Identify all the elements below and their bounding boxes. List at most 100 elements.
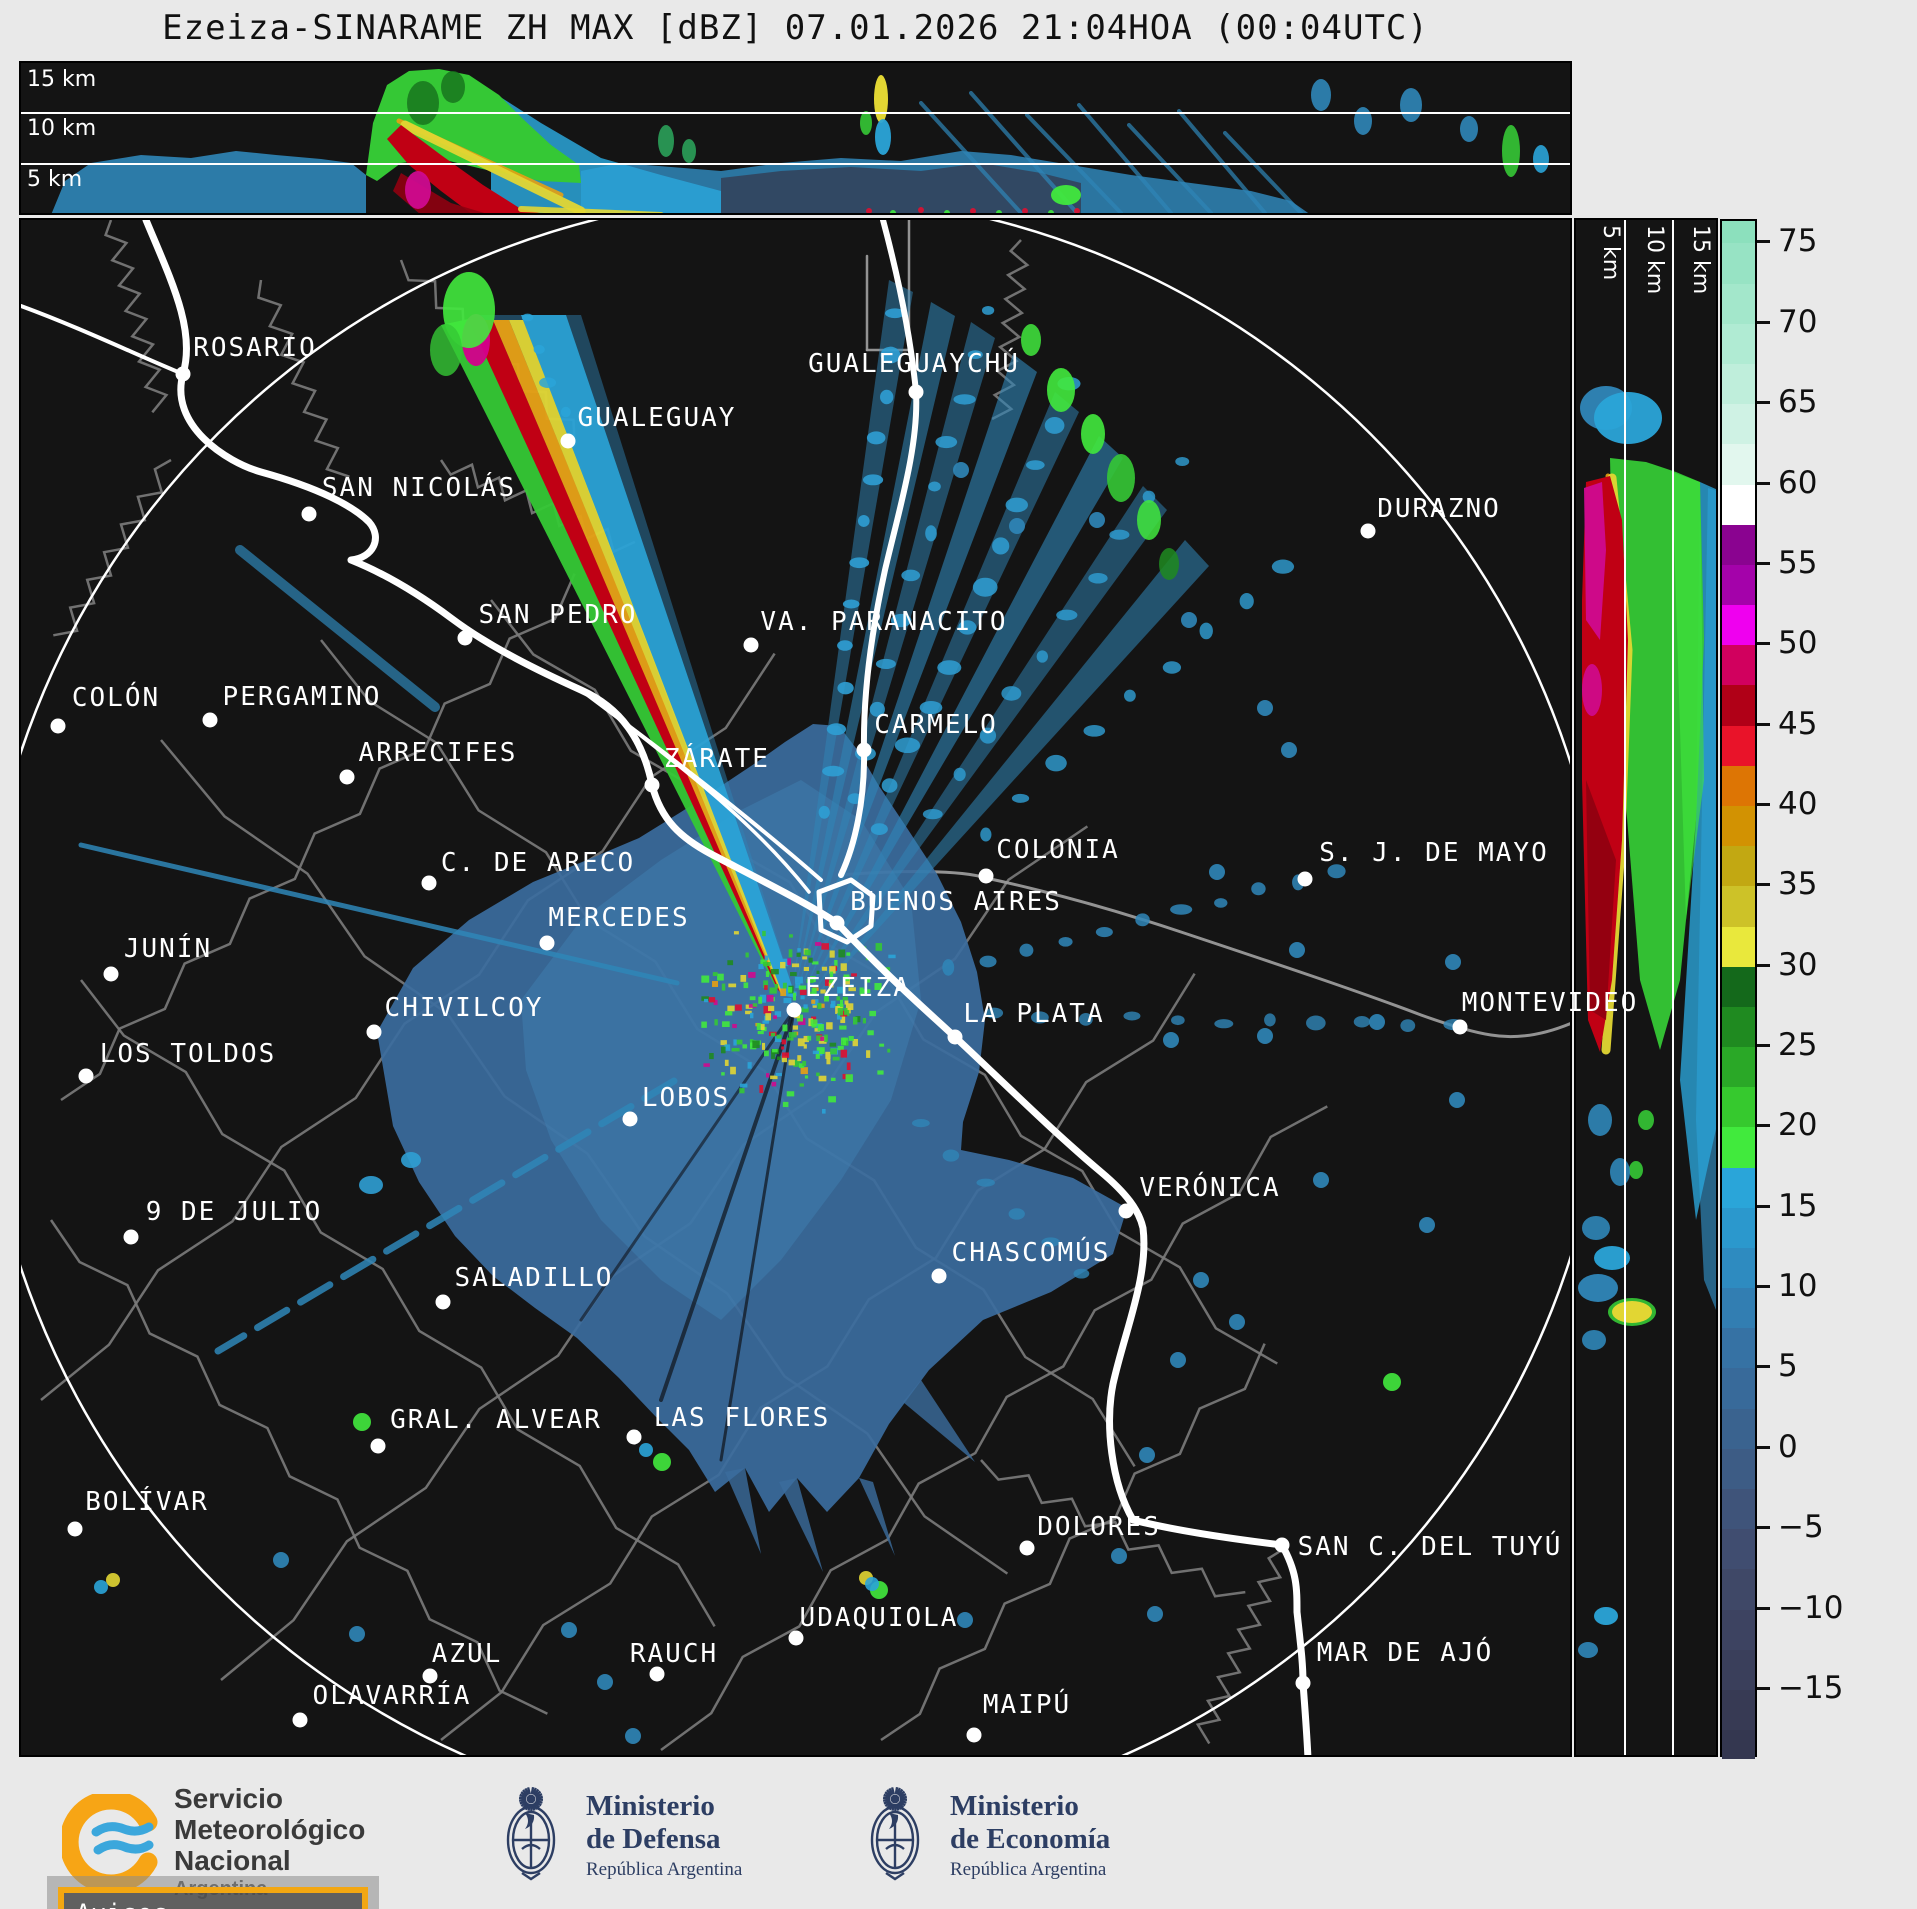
city-label-jun-n: JUNÍN [123, 934, 213, 964]
city-dot-lobos [622, 1111, 638, 1127]
height-gridline [1672, 220, 1674, 1755]
city-dot-san-pedro [457, 630, 473, 646]
colorbar-tick-label--10: −10 [1778, 1589, 1844, 1626]
economia-line1: Ministerio [950, 1789, 1079, 1822]
colorbar-segment--12.5 [1722, 1609, 1755, 1650]
city-label-montevideo: MONTEVIDEO [1461, 988, 1639, 1018]
height-label-15km: 15 km [27, 67, 97, 92]
city-label-san-nicol-s: SAN NICOLÁS [321, 473, 517, 503]
warning-box[interactable]: Avisos Meteorológicos a Muy Corto Plazo [47, 1876, 379, 1909]
colorbar-segment--17.5 [1722, 1689, 1755, 1731]
city-label-col-n: COLÓN [71, 683, 161, 713]
height-label-5km: 5 km [1598, 225, 1623, 281]
colorbar-tick-label-65: 65 [1778, 384, 1818, 421]
colorbar-segment-12.5 [1722, 1207, 1755, 1248]
colorbar-segment-0 [1722, 1408, 1755, 1449]
height-gridline [21, 112, 1570, 114]
city-label-pergamino: PERGAMINO [222, 682, 382, 712]
colorbar-tick-label-40: 40 [1778, 785, 1818, 822]
colorbar-tick [1757, 1606, 1770, 1610]
city-label-la-plata: LA PLATA [963, 999, 1105, 1029]
colorbar-tick [1757, 320, 1770, 324]
city-dot-s-j-de-mayo [1297, 871, 1313, 887]
colorbar-tick-label-50: 50 [1778, 625, 1818, 662]
city-label-lobos: LOBOS [641, 1083, 731, 1113]
right-cross-section-panel: 5 km 10 km 15 km [1574, 218, 1718, 1757]
colorbar-segment--15 [1722, 1649, 1755, 1690]
city-label-mercedes: MERCEDES [548, 903, 690, 933]
city-label-gral-alvear: GRAL. ALVEAR [390, 1405, 602, 1435]
city-dot-chivilcoy [366, 1024, 382, 1040]
colorbar-tick-label-15: 15 [1778, 1187, 1818, 1224]
colorbar-tick-label-5: 5 [1778, 1348, 1798, 1385]
city-dot-la-plata [947, 1029, 963, 1045]
economia-line2: de Economía [950, 1822, 1111, 1855]
city-label-olavarr-a: OLAVARRÍA [312, 1681, 472, 1711]
colorbar-segment-35 [1722, 846, 1755, 887]
colorbar-tick [1757, 240, 1770, 244]
city-label-gualeguay: GUALEGUAY [577, 403, 737, 433]
city-dot-gualeguaych- [908, 384, 924, 400]
colorbar-segment-67.5 [1722, 323, 1755, 365]
ministerio-defensa-block: Ministerio de Defensa República Argentin… [492, 1783, 742, 1887]
city-dot-azul [422, 1668, 438, 1684]
city-dot-jun-n [103, 966, 119, 982]
colorbar-segment-22.5 [1722, 1047, 1755, 1088]
colorbar-tick-label-20: 20 [1778, 1107, 1818, 1144]
city-dot-mercedes [539, 935, 555, 951]
smn-name-line3: Nacional [174, 1845, 291, 1876]
city-dot-montevideo [1452, 1019, 1468, 1035]
city-label-saladillo: SALADILLO [454, 1263, 614, 1293]
colorbar-tick-label--15: −15 [1778, 1669, 1844, 1706]
city-label-9-de-julio: 9 DE JULIO [145, 1197, 323, 1227]
colorbar-segment-52.5 [1722, 564, 1755, 606]
colorbar-segment-7.5 [1722, 1288, 1755, 1329]
city-label-s-j-de-mayo: S. J. DE MAYO [1319, 838, 1549, 868]
colorbar-tick [1757, 642, 1770, 646]
city-dot-buenos-aires [829, 915, 845, 931]
city-dot-dolores [1019, 1540, 1035, 1556]
city-label-ver-nica: VERÓNICA [1139, 1173, 1281, 1203]
ministerio-economia-block: Ministerio de Economía República Argenti… [856, 1783, 1110, 1887]
city-label-rosario: ROSARIO [193, 333, 317, 363]
city-label-rauch: RAUCH [629, 1639, 719, 1669]
city-label-azul: AZUL [431, 1639, 503, 1669]
city-dot-san-c-del-tuy- [1274, 1537, 1290, 1553]
city-label-los-toldos: LOS TOLDOS [99, 1039, 277, 1069]
warning-box-inner: Avisos Meteorológicos a Muy Corto Plazo [58, 1887, 368, 1909]
colorbar-segment-2.5 [1722, 1368, 1755, 1409]
colorbar-tick [1757, 883, 1770, 887]
city-dot-gualeguay [560, 433, 576, 449]
top-cross-section-echoes [51, 69, 1549, 213]
city-dot-olavarr-a [292, 1712, 308, 1728]
city-dot-rauch [649, 1666, 665, 1682]
colorbar-tick [1757, 1124, 1770, 1128]
colorbar-segment-5 [1722, 1328, 1755, 1369]
city-dot-rosario [175, 366, 191, 382]
argentina-coat-of-arms-icon [870, 1786, 920, 1881]
colorbar-segment--7.5 [1722, 1529, 1755, 1570]
height-gridline [21, 163, 1570, 165]
top-cross-section-panel: 15 km 10 km 5 km [19, 61, 1572, 215]
colorbar-segment-32.5 [1722, 886, 1755, 927]
colorbar-segment-10 [1722, 1247, 1755, 1289]
colorbar-tick-label-70: 70 [1778, 303, 1818, 340]
city-label-chivilcoy: CHIVILCOY [384, 993, 544, 1023]
warning-line-1: Avisos Meteorológicos [76, 1899, 362, 1909]
colorbar-segment-37.5 [1722, 805, 1755, 847]
colorbar-tick-label-75: 75 [1778, 223, 1818, 260]
smn-name-line2: Meteorológico [174, 1814, 366, 1845]
radar-map-graphics [21, 220, 1570, 1755]
colorbar-tick-label-35: 35 [1778, 866, 1818, 903]
city-label-dolores: DOLORES [1037, 1512, 1161, 1542]
city-dot-mar-de-aj- [1295, 1675, 1311, 1691]
city-dot-carmelo [856, 742, 872, 758]
colorbar-segment-55 [1722, 524, 1755, 565]
colorbar-tick-label-55: 55 [1778, 544, 1818, 581]
city-label-chascom-s: CHASCOMÚS [951, 1238, 1111, 1268]
city-dot-chascom-s [931, 1268, 947, 1284]
colorbar-segment--2.5 [1722, 1448, 1755, 1489]
colorbar-segment-62.5 [1722, 404, 1755, 445]
colorbar-tick [1757, 1204, 1770, 1208]
height-label-10km: 10 km [27, 116, 97, 141]
